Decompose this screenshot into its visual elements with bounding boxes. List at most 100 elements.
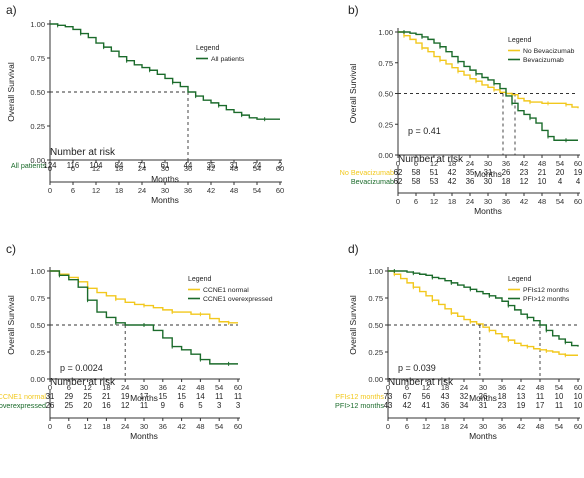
risk-value: 17 xyxy=(140,392,149,401)
x-tick-label: 18 xyxy=(102,383,110,392)
risk-value: 116 xyxy=(67,161,79,170)
risk-x-tick-label: 18 xyxy=(115,186,123,195)
y-tick-label: 1.00 xyxy=(30,20,45,29)
risk-value: 10 xyxy=(574,392,583,401)
risk-value: 4 xyxy=(558,177,563,186)
risk-value: 61 xyxy=(161,161,170,170)
series-line-0 xyxy=(398,31,579,109)
x-tick-label: 6 xyxy=(67,383,71,392)
risk-value: 26 xyxy=(502,168,511,177)
risk-value: 4 xyxy=(576,177,581,186)
risk-x-tick-label: 36 xyxy=(184,186,192,195)
risk-row-label: CCNE1 normal xyxy=(0,392,46,401)
risk-value: 25 xyxy=(83,392,92,401)
risk-value: 34 xyxy=(460,401,469,410)
risk-x-tick-label: 0 xyxy=(48,422,52,431)
risk-value: 3 xyxy=(217,401,221,410)
risk-x-tick-label: 6 xyxy=(405,422,409,431)
risk-value: 15 xyxy=(177,392,186,401)
risk-x-tick-label: 54 xyxy=(215,422,223,431)
risk-value: 42 xyxy=(403,401,412,410)
x-tick-label: 24 xyxy=(460,383,468,392)
risk-value: 35 xyxy=(466,168,475,177)
x-tick-label: 42 xyxy=(517,383,525,392)
risk-value: 18 xyxy=(498,392,507,401)
x-axis-title: Months xyxy=(469,393,497,403)
risk-row-label: All patients xyxy=(11,161,47,170)
risk-value: 67 xyxy=(403,392,412,401)
risk-value: 30 xyxy=(484,177,493,186)
y-axis-title: Overall Survival xyxy=(348,295,358,355)
risk-x-tick-label: 42 xyxy=(517,422,525,431)
risk-value: 11 xyxy=(234,392,242,401)
y-tick-label: 0.00 xyxy=(30,375,45,384)
risk-value: 20 xyxy=(556,168,565,177)
risk-row-label: CCNE1 overexpressed xyxy=(0,401,46,410)
risk-table-title: Number at risk xyxy=(50,377,116,388)
risk-value: 3 xyxy=(236,401,240,410)
risk-x-tick-label: 18 xyxy=(448,197,456,206)
x-tick-label: 60 xyxy=(276,164,284,173)
y-tick-label: 0.25 xyxy=(368,348,383,357)
x-tick-label: 12 xyxy=(430,159,438,168)
panel-letter: c) xyxy=(6,242,16,256)
x-tick-label: 12 xyxy=(92,164,100,173)
panel-letter: d) xyxy=(348,242,359,256)
panel-letter: a) xyxy=(6,3,17,17)
y-tick-label: 0.00 xyxy=(378,151,393,160)
panel-b: b) 0.00 0.25 0.50 0.75 1.00 0 6 12 18 24 30 36 42 48 54… xyxy=(340,3,583,216)
panel-letter: b) xyxy=(348,3,359,17)
y-tick-label: 0.50 xyxy=(368,321,383,330)
risk-table-title: Number at risk xyxy=(50,147,116,158)
y-tick-label: 0.75 xyxy=(30,294,45,303)
risk-value: 11 xyxy=(555,401,563,410)
risk-value: 36 xyxy=(466,177,475,186)
y-tick-label: 0.25 xyxy=(378,120,393,129)
risk-x-tick-label: 54 xyxy=(555,422,563,431)
y-tick-label: 1.00 xyxy=(368,267,383,276)
risk-x-axis-title: Months xyxy=(151,195,179,205)
legend-label: CCNE1 overexpressed xyxy=(203,296,273,303)
y-tick-label: 0.25 xyxy=(30,348,45,357)
x-tick-label: 18 xyxy=(441,383,449,392)
risk-value: 11 xyxy=(215,392,223,401)
risk-value: 43 xyxy=(441,392,450,401)
x-tick-label: 42 xyxy=(177,383,185,392)
x-tick-label: 12 xyxy=(422,383,430,392)
x-tick-label: 24 xyxy=(121,383,129,392)
risk-value: 71 xyxy=(138,161,147,170)
risk-value: 12 xyxy=(520,177,529,186)
x-tick-label: 60 xyxy=(574,383,582,392)
y-tick-label: 0.50 xyxy=(378,90,393,99)
panel-d: d) 0.00 0.25 0.50 0.75 1.00 0 6 12 18 24 30 36 42 48 54… xyxy=(335,242,583,441)
risk-value: 21 xyxy=(102,392,111,401)
y-tick-label: 0.00 xyxy=(30,156,45,165)
risk-x-tick-label: 48 xyxy=(536,422,544,431)
risk-row-label: Bevacizumab xyxy=(351,177,394,186)
x-axis-title: Months xyxy=(130,393,158,403)
x-tick-label: 36 xyxy=(184,164,192,173)
risk-value: 12 xyxy=(121,401,130,410)
y-axis-title: Overall Survival xyxy=(6,295,16,355)
x-tick-label: 6 xyxy=(71,164,75,173)
risk-x-tick-label: 0 xyxy=(396,197,400,206)
risk-x-tick-label: 24 xyxy=(121,422,129,431)
x-tick-label: 60 xyxy=(234,383,242,392)
risk-value: 11 xyxy=(140,401,148,410)
risk-x-tick-label: 42 xyxy=(207,186,215,195)
risk-x-tick-label: 36 xyxy=(502,197,510,206)
risk-x-tick-label: 0 xyxy=(386,422,390,431)
risk-value: 17 xyxy=(536,401,545,410)
x-tick-label: 30 xyxy=(161,164,169,173)
risk-value: 56 xyxy=(422,392,431,401)
y-axis-title: Overall Survival xyxy=(6,62,16,122)
risk-value: 6 xyxy=(179,401,183,410)
risk-x-tick-label: 12 xyxy=(422,422,430,431)
risk-value: 19 xyxy=(574,168,583,177)
x-axis-title: Months xyxy=(474,169,502,179)
legend-label: Bevacizumab xyxy=(523,57,564,64)
risk-value: 10 xyxy=(555,392,564,401)
risk-value: 32 xyxy=(460,392,469,401)
risk-x-tick-label: 30 xyxy=(161,186,169,195)
